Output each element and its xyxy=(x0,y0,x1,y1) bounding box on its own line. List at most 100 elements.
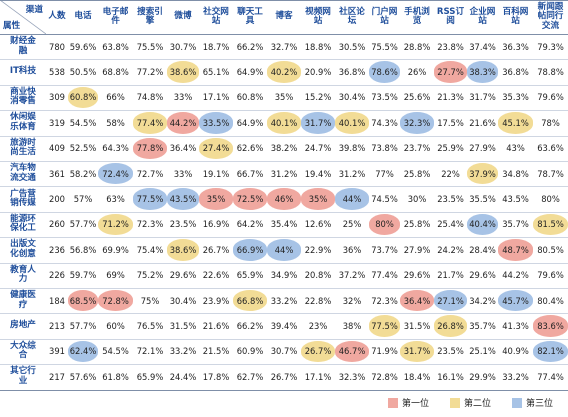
row-label: 教育人力 xyxy=(10,264,36,285)
rank-2-highlight xyxy=(369,315,400,337)
cell-value: 77.5% xyxy=(371,321,398,332)
table-cell: 66.8% xyxy=(233,288,267,313)
cell-value: 40.1% xyxy=(270,117,298,128)
cell-value: 44.2% xyxy=(169,117,197,128)
cell-value: 31.7% xyxy=(469,92,496,103)
cell-value: 22% xyxy=(441,168,460,179)
cell-value: 31.2% xyxy=(270,168,298,179)
table-cell: 81.5% xyxy=(533,212,568,237)
cell-value: 15.2% xyxy=(304,92,332,103)
cell-value: 77.5% xyxy=(136,194,164,205)
cell-value: 38% xyxy=(342,321,362,332)
table-cell: 184 xyxy=(46,288,68,313)
cell-value: 44.2% xyxy=(502,270,529,281)
table-cell: 72.3% xyxy=(133,212,167,237)
table-cell: 75.4% xyxy=(133,237,167,262)
table-cell: 26% xyxy=(400,59,434,84)
table-cell: 73.8% xyxy=(369,136,400,161)
cell-value: 40.4% xyxy=(469,219,496,230)
cell-value: 75% xyxy=(140,295,160,306)
cell-value: 48.7% xyxy=(502,244,529,255)
table-cell: 18.7% xyxy=(199,34,233,59)
rank-3-highlight xyxy=(434,290,467,312)
table-cell: 65.9% xyxy=(133,364,167,389)
rank-3-highlight xyxy=(400,112,434,134)
table-cell: 309 xyxy=(46,85,68,110)
cell-value: 66.8% xyxy=(236,295,264,306)
table-cell: 31.2% xyxy=(267,161,301,186)
table-cell: 21.6% xyxy=(199,313,233,338)
table-cell: 68.8% xyxy=(98,59,133,84)
table-cell: 61.8% xyxy=(98,364,133,389)
table-cell: 44.2% xyxy=(498,263,533,288)
cell-value: 43% xyxy=(506,143,525,154)
cell-value: 72.7% xyxy=(136,168,164,179)
table-cell: 36.4% xyxy=(400,288,434,313)
cell-value: 59.6% xyxy=(69,41,97,52)
cell-value: 30.5% xyxy=(338,41,366,52)
cell-value: 72.3% xyxy=(136,219,164,230)
table-cell: 74.5% xyxy=(369,186,400,211)
cell-value: 30.4% xyxy=(338,92,366,103)
cell-value: 54.5% xyxy=(102,346,129,357)
cell-value: 36.8% xyxy=(502,67,529,78)
table-cell: 72.5% xyxy=(233,186,267,211)
rank-2-highlight xyxy=(467,163,498,185)
table-cell: 39.8% xyxy=(335,136,369,161)
table-cell: 54.5% xyxy=(68,110,98,135)
table-cell: 75.2% xyxy=(133,263,167,288)
rank-3-highlight xyxy=(233,239,267,261)
cell-value: 35.4% xyxy=(270,219,298,230)
cell-value: 260 xyxy=(49,219,65,230)
rank-3-highlight xyxy=(98,163,133,185)
cell-value: 63% xyxy=(106,194,125,205)
cell-value: 26.8% xyxy=(437,321,464,332)
table-cell: 77.4% xyxy=(133,110,167,135)
cell-value: 78.8% xyxy=(537,67,564,78)
table-cell: 35.3% xyxy=(498,85,533,110)
legend: 第一位 第二位 第三位 xyxy=(380,392,568,414)
cell-value: 21.7% xyxy=(437,270,464,281)
cell-value: 38.6% xyxy=(169,67,197,78)
table-cell: 26.7% xyxy=(199,237,233,262)
cell-value: 60.8% xyxy=(69,92,97,103)
table-cell: 28.4% xyxy=(467,237,498,262)
table-cell: 24.7% xyxy=(301,136,335,161)
table-cell: 24.2% xyxy=(434,237,467,262)
table-cell: 80% xyxy=(369,212,400,237)
table-cell: 57% xyxy=(68,186,98,211)
cell-value: 32.3% xyxy=(338,371,366,382)
cell-value: 68.8% xyxy=(102,67,129,78)
table-cell: 68.5% xyxy=(68,288,98,313)
rank-1-highlight xyxy=(335,340,369,363)
table-cell: 72.3% xyxy=(369,288,400,313)
cell-value: 23.9% xyxy=(202,295,230,306)
table-rule xyxy=(0,161,568,162)
column-header: 手机浏览 xyxy=(404,6,430,26)
table-cell: 21.6% xyxy=(467,110,498,135)
rank-3-highlight xyxy=(533,340,568,363)
column-header: 博客 xyxy=(275,11,293,22)
rank-2-highlight xyxy=(199,137,233,159)
table-cell: 22.6% xyxy=(199,263,233,288)
table-cell: 44% xyxy=(267,237,301,262)
table-cell: 34.8% xyxy=(498,161,533,186)
cell-value: 46% xyxy=(274,194,294,205)
cell-value: 46.7% xyxy=(338,346,366,357)
table-cell: 35% xyxy=(267,85,301,110)
cell-value: 72.8% xyxy=(102,295,129,306)
cell-value: 36.8% xyxy=(338,67,366,78)
ranking-table: 渠道 属性 人数 电话 电子邮件 搜索引擎 微博 社交网站 聊天工具 博客 视频网站 社区论坛 门户网站… xyxy=(0,0,568,391)
table-rule xyxy=(0,34,568,35)
cell-value: 30% xyxy=(407,194,427,205)
cell-value: 18.4% xyxy=(403,371,431,382)
cell-value: 28.8% xyxy=(403,41,431,52)
cell-value: 309 xyxy=(49,92,65,103)
cell-value: 38.2% xyxy=(270,143,298,154)
cell-value: 36% xyxy=(342,244,362,255)
cell-value: 68.5% xyxy=(69,295,97,306)
table-cell: 16.9% xyxy=(199,212,233,237)
cell-value: 23.5% xyxy=(437,346,464,357)
table-cell: 538 xyxy=(46,59,68,84)
table-cell: 52.5% xyxy=(68,136,98,161)
